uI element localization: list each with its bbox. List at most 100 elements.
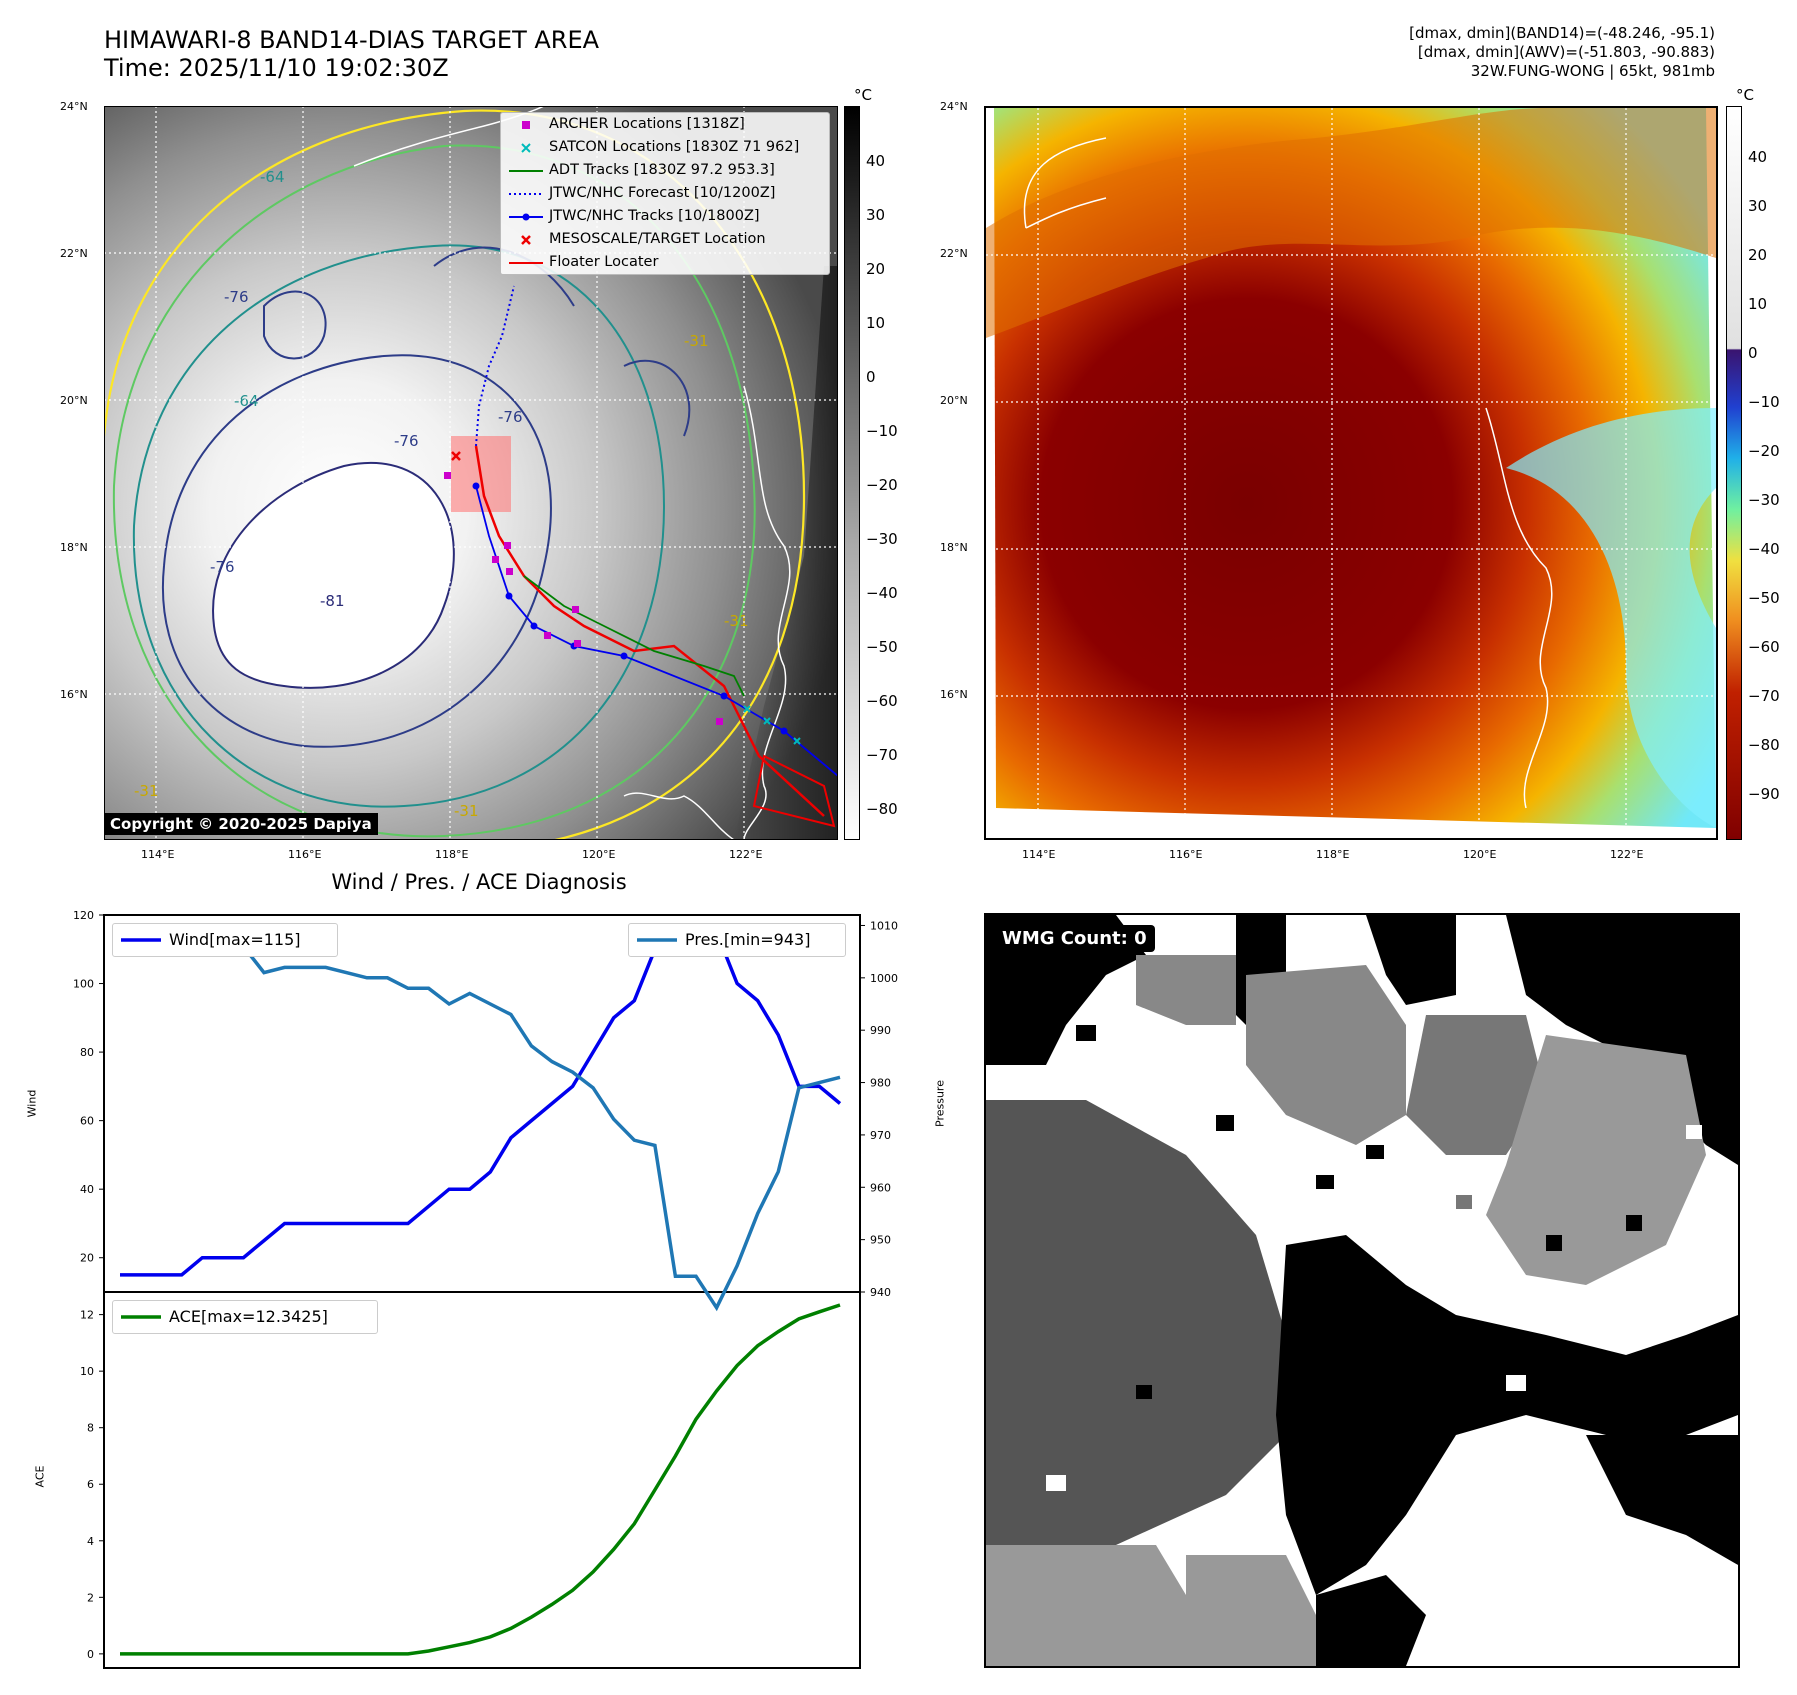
lon-tick: 114°E	[141, 848, 175, 861]
awv-map	[986, 108, 1716, 838]
colorbar-tick: 0	[1748, 344, 1758, 362]
colorbar-tick: 20	[1748, 246, 1768, 264]
pres-legend-swatch	[637, 938, 677, 942]
axis-tick-label: 980	[870, 1077, 891, 1090]
legend-label: MESOSCALE/TARGET Location	[549, 231, 766, 247]
legend-label: JTWC/NHC Forecast [10/1200Z]	[549, 185, 776, 201]
axis-tick-label: 12	[80, 1309, 94, 1322]
ace-legend-label: ACE[max=12.3425]	[169, 1307, 328, 1326]
coastline-china	[1023, 137, 1107, 229]
pres-legend-label: Pres.[min=943]	[685, 930, 811, 949]
coastline-mindoro	[623, 792, 735, 840]
colorbar-tick: −10	[866, 422, 898, 440]
contour-label: -76	[224, 288, 249, 306]
target-marker	[451, 451, 461, 461]
contour-label: -31	[134, 782, 159, 800]
colorbar-tick: −30	[1748, 491, 1780, 509]
legend-satcon: SATCON Locations [1830Z 71 962]	[501, 136, 829, 159]
contour-label: -81	[320, 592, 345, 610]
lat-tick: 16°N	[940, 688, 968, 701]
contour-64	[132, 244, 666, 808]
legend-forecast: JTWC/NHC Forecast [10/1200Z]	[501, 182, 829, 205]
lat-tick: 22°N	[60, 247, 88, 260]
colorbar-tick: −20	[1748, 442, 1780, 460]
awv-dry-region	[1506, 408, 1716, 828]
wind-axis-ticks: 120 100 80 60 40 20	[73, 909, 104, 1265]
axis-tick-label: 960	[870, 1181, 891, 1194]
ace-axis-label: ACE	[33, 1465, 47, 1488]
axis-tick-label: 6	[87, 1478, 94, 1491]
axis-tick-label: 2	[87, 1591, 94, 1604]
lon-tick: 120°E	[582, 848, 616, 861]
axis-tick-label: 970	[870, 1129, 891, 1142]
wind-series-line	[120, 930, 842, 1277]
colorbar-tick: −50	[1748, 589, 1780, 607]
wind-pres-frame	[103, 914, 861, 1293]
legend-floater: Floater Locater	[501, 251, 829, 274]
colorbar-tick: −80	[866, 800, 898, 818]
colorbar-tick: −20	[866, 476, 898, 494]
floater-track	[474, 445, 825, 817]
colorbar-tick: −90	[1748, 785, 1780, 803]
colorbar-left	[844, 106, 860, 840]
colorbar-tick: 10	[866, 314, 886, 332]
awv-map-panel	[984, 106, 1718, 840]
info-block: [dmax, dmin](BAND14)=(-48.246, -95.1) [d…	[1409, 24, 1715, 81]
legend-archer: ARCHER Locations [1318Z]	[501, 113, 829, 136]
awv-north-band	[986, 108, 1716, 338]
map-gridlines	[104, 106, 838, 840]
lon-tick: 118°E	[435, 848, 469, 861]
colorbar-tick: −10	[1748, 393, 1780, 411]
lon-tick: 116°E	[288, 848, 322, 861]
legend-label: ADT Tracks [1830Z 97.2 953.3]	[549, 162, 775, 178]
contour-50	[112, 144, 756, 838]
wind-legend-label: Wind[max=115]	[169, 930, 301, 949]
ace-legend: ACE[max=12.3425]	[112, 1300, 378, 1334]
archer-points	[444, 472, 723, 725]
lat-tick: 18°N	[60, 541, 88, 554]
colorbar-tick: −50	[866, 638, 898, 656]
lat-tick: 24°N	[940, 100, 968, 113]
axis-tick-label: 940	[870, 1286, 891, 1299]
axis-tick-label: 40	[80, 1183, 94, 1196]
title-line2: Time: 2025/11/10 19:02:30Z	[104, 54, 449, 82]
contour-label: -76	[210, 558, 235, 576]
coastline-luzon	[1485, 407, 1553, 809]
legend-square-symbol	[522, 121, 530, 129]
axis-tick-label: 80	[80, 1046, 94, 1059]
colorbar-tick: 30	[866, 206, 886, 224]
legend-line-dot-symbol	[509, 213, 543, 221]
legend-jtwc-tracks: JTWC/NHC Tracks [10/1800Z]	[501, 205, 829, 228]
axis-tick-label: 10	[80, 1365, 94, 1378]
legend-x-symbol	[521, 235, 531, 245]
title-line1: HIMAWARI-8 BAND14-DIAS TARGET AREA	[104, 26, 600, 54]
colorbar-tick: −70	[866, 746, 898, 764]
contour-76c	[263, 290, 327, 360]
legend-adt: ADT Tracks [1830Z 97.2 953.3]	[501, 159, 829, 182]
wind-axis-label: Wind	[25, 1089, 39, 1118]
contour-81	[212, 461, 455, 689]
lon-tick: 114°E	[1022, 848, 1056, 861]
colorbar-tick: −40	[1748, 540, 1780, 558]
awv-field	[994, 108, 1716, 828]
colorbar-tick: −30	[866, 530, 898, 548]
lon-tick: 116°E	[1169, 848, 1203, 861]
axis-tick-label: 8	[87, 1422, 94, 1435]
awv-gridlines	[986, 108, 1716, 838]
lon-tick: 122°E	[729, 848, 763, 861]
axis-tick-label: 120	[73, 909, 94, 922]
pres-series-line	[119, 923, 841, 1312]
info-line1: [dmax, dmin](BAND14)=(-48.246, -95.1)	[1409, 24, 1715, 42]
axis-tick-label: 990	[870, 1024, 891, 1037]
wmg-panel	[984, 913, 1740, 1668]
axis-tick-label: 20	[80, 1252, 94, 1265]
contour-label: -76	[394, 432, 419, 450]
contour-label: -76	[498, 408, 523, 426]
pres-legend: Pres.[min=943]	[628, 923, 846, 957]
cloud-core	[213, 462, 454, 688]
legend-label: ARCHER Locations [1318Z]	[549, 116, 745, 132]
map-legend: ARCHER Locations [1318Z] SATCON Location…	[500, 112, 830, 275]
axis-tick-label: 0	[87, 1648, 94, 1661]
axis-tick-label: 1000	[870, 972, 898, 985]
floater-box	[752, 754, 836, 828]
